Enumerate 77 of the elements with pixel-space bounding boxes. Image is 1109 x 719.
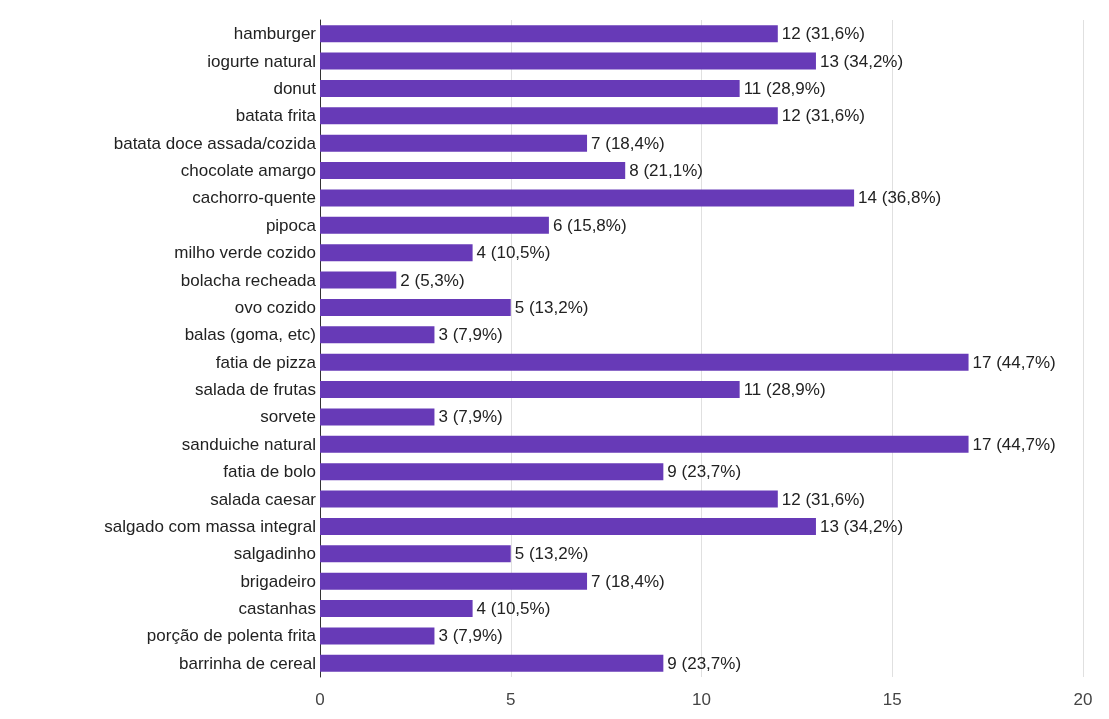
bar <box>320 517 816 535</box>
data-label: 5 (13,2%) <box>514 544 589 564</box>
y-tick-label: iogurte natural <box>207 51 316 71</box>
y-tick-label: porção de polenta frita <box>146 626 317 646</box>
data-label: 2 (5,3%) <box>400 270 465 290</box>
y-tick-label: salada de frutas <box>195 380 316 400</box>
data-label: 4 (10,5%) <box>476 599 551 619</box>
data-label: 14 (36,8%) <box>858 188 942 208</box>
bar <box>320 244 473 262</box>
data-label: 12 (31,6%) <box>781 24 865 44</box>
y-tick-label: chocolate amargo <box>180 161 316 181</box>
y-tick-label: ovo cozido <box>234 297 316 317</box>
y-tick-label: cachorro-quente <box>192 188 316 208</box>
data-label: 4 (10,5%) <box>476 243 551 263</box>
y-tick-label: batata doce assada/cozida <box>113 133 317 153</box>
bar <box>320 25 778 43</box>
data-label: 12 (31,6%) <box>781 106 865 126</box>
y-tick-label: brigadeiro <box>240 571 316 591</box>
y-tick-label: pipoca <box>265 215 317 235</box>
data-label: 9 (23,7%) <box>667 653 742 673</box>
y-tick-label: fatia de pizza <box>215 352 317 372</box>
bar <box>320 353 969 371</box>
data-label: 9 (23,7%) <box>667 462 742 482</box>
y-tick-label: barrinha de cereal <box>178 653 316 673</box>
bar <box>320 79 740 97</box>
y-tick-label: milho verde cozido <box>174 243 316 263</box>
data-label: 5 (13,2%) <box>514 297 589 317</box>
bar <box>320 381 740 399</box>
y-tick-label: hamburger <box>233 24 317 44</box>
y-tick-label: salgadinho <box>233 544 316 564</box>
y-tick-label: sorvete <box>260 407 316 427</box>
data-label: 3 (7,9%) <box>438 407 503 427</box>
y-tick-label: salgado com massa integral <box>104 516 316 536</box>
bar <box>320 654 664 672</box>
x-tick-label: 20 <box>1073 690 1093 709</box>
bar <box>320 162 626 180</box>
data-label: 8 (21,1%) <box>629 161 703 181</box>
bar <box>320 298 511 316</box>
y-tick-label: salada caesar <box>210 489 317 509</box>
data-label: 3 (7,9%) <box>438 626 503 646</box>
bar <box>320 52 816 70</box>
x-tick-label: 5 <box>506 690 516 709</box>
y-tick-label: castanhas <box>238 599 316 619</box>
bar <box>320 326 435 344</box>
x-tick-label: 0 <box>315 690 325 709</box>
bar <box>320 107 778 125</box>
y-tick-label: bolacha recheada <box>180 270 317 290</box>
data-label: 11 (28,9%) <box>743 78 826 98</box>
bar <box>320 463 664 481</box>
x-tick-label: 10 <box>692 690 711 709</box>
bar <box>320 271 397 289</box>
y-tick-label: sanduiche natural <box>181 434 316 454</box>
data-label: 13 (34,2%) <box>819 516 904 536</box>
bar <box>320 408 435 426</box>
bar <box>320 572 588 590</box>
y-tick-label: batata frita <box>235 106 317 126</box>
bar <box>320 627 435 645</box>
data-label: 13 (34,2%) <box>819 51 904 71</box>
bar <box>320 435 969 453</box>
data-label: 17 (44,7%) <box>972 352 1056 372</box>
x-tick-label: 15 <box>882 690 902 709</box>
data-label: 7 (18,4%) <box>591 571 665 591</box>
bar <box>320 189 855 207</box>
bar <box>320 216 549 234</box>
data-label: 12 (31,6%) <box>781 489 865 509</box>
data-label: 11 (28,9%) <box>743 380 826 400</box>
bar <box>320 134 588 152</box>
bar <box>320 490 778 508</box>
bar <box>320 600 473 618</box>
data-label: 7 (18,4%) <box>591 133 665 153</box>
y-tick-label: fatia de bolo <box>223 462 316 482</box>
data-label: 6 (15,8%) <box>552 215 627 235</box>
y-tick-label: balas (goma, etc) <box>184 325 316 345</box>
data-label: 17 (44,7%) <box>972 434 1056 454</box>
bar <box>320 545 511 563</box>
data-label: 3 (7,9%) <box>438 325 503 345</box>
y-tick-label: donut <box>273 78 317 98</box>
